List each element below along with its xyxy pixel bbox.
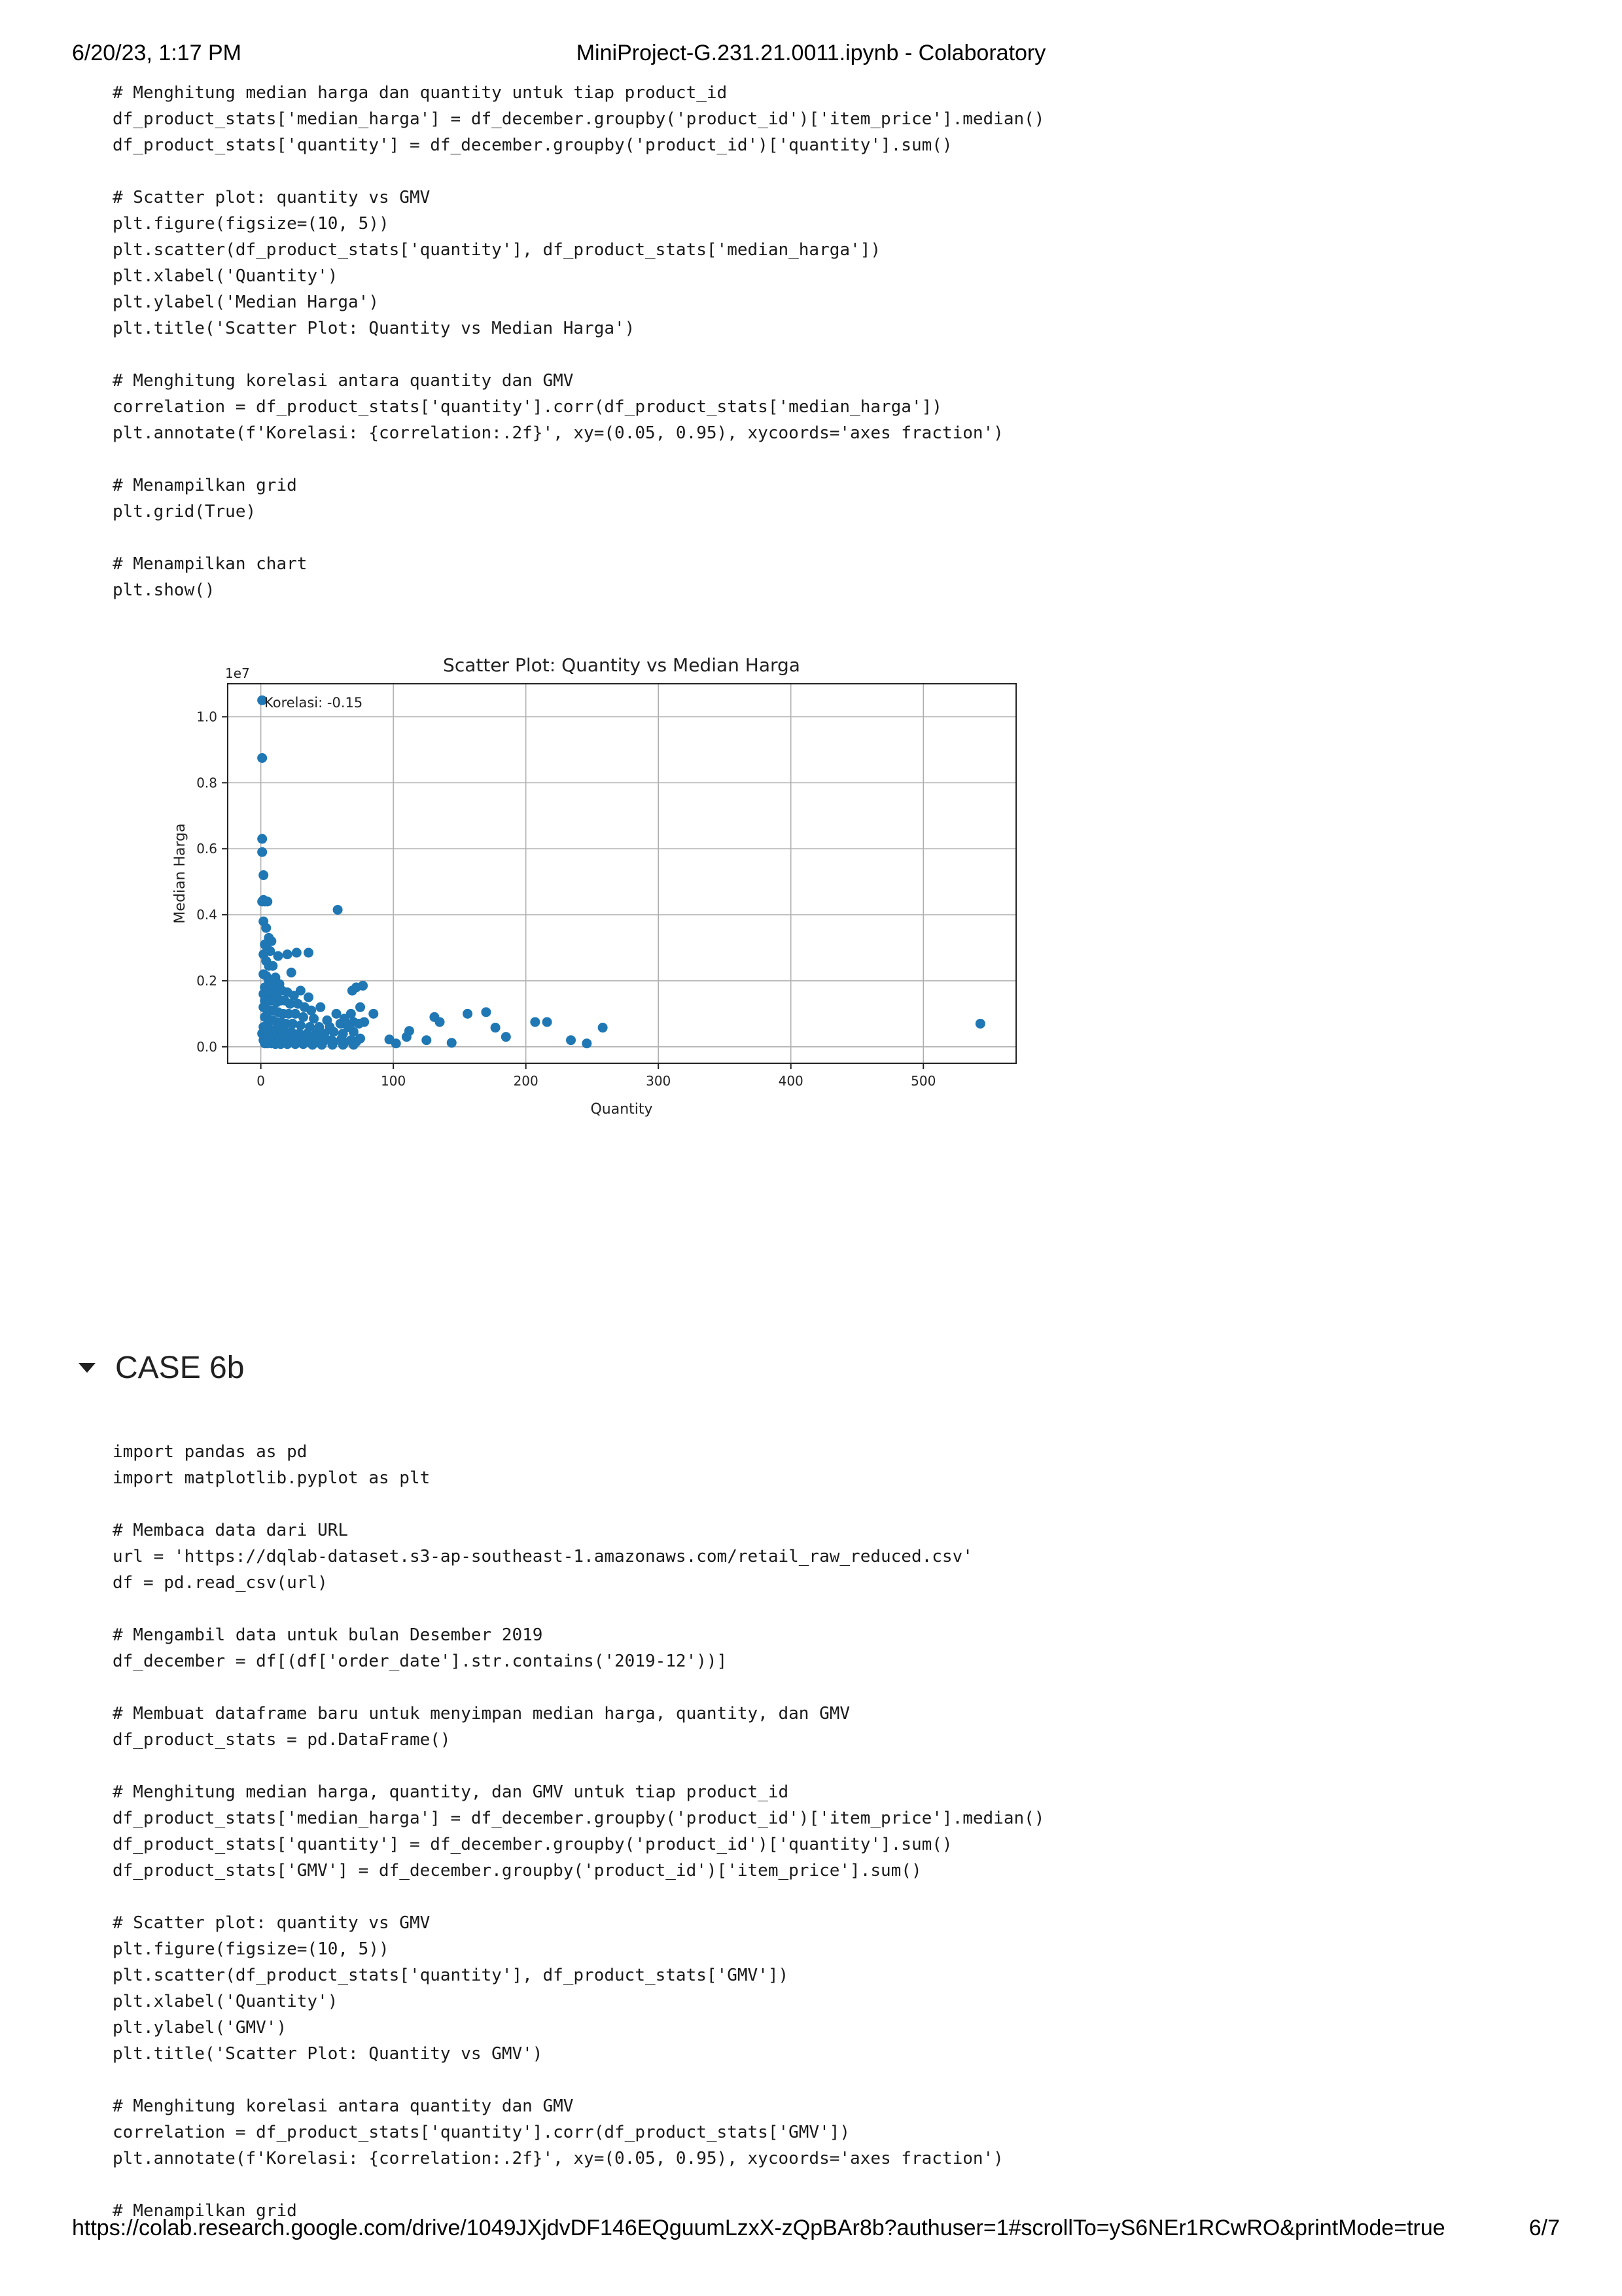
scatter-point: [332, 904, 343, 915]
scatter-point: [285, 998, 295, 1009]
y-offset-text: 1e7: [225, 665, 250, 681]
scatter-point: [298, 1012, 308, 1022]
scatter-point: [295, 985, 306, 996]
scatter-point: [446, 1038, 457, 1048]
grid-lines: [228, 684, 1016, 1063]
scatter-point: [287, 1018, 298, 1029]
scatter-point: [345, 1008, 356, 1019]
scatter-point: [481, 1007, 491, 1017]
scatter-point: [304, 992, 314, 1002]
scatter-point: [463, 1008, 473, 1019]
scatter-point: [331, 1008, 342, 1019]
y-tick-label: 0.8: [196, 775, 217, 790]
y-tick-label: 0.2: [196, 973, 217, 989]
scatter-point: [257, 847, 268, 857]
print-footer-url[interactable]: https://colab.research.google.com/drive/…: [72, 2216, 1445, 2240]
scatter-point: [308, 1040, 318, 1050]
scatter-point: [290, 1039, 300, 1050]
scatter-point: [421, 1035, 432, 1046]
y-tick-label: 0.0: [196, 1039, 217, 1055]
scatter-point: [434, 1017, 445, 1027]
scatter-point: [265, 946, 275, 957]
scatter-point: [282, 949, 292, 960]
scatter-point: [582, 1038, 592, 1049]
scatter-point: [566, 1035, 576, 1046]
scatter-point: [268, 961, 278, 971]
scatter-point: [338, 1040, 348, 1050]
scatter-point: [257, 834, 268, 844]
scatter-point: [304, 947, 314, 958]
y-tick-label: 0.4: [196, 907, 217, 923]
scatter-point: [317, 1040, 327, 1050]
scatter-point: [348, 1040, 359, 1050]
x-tick-label: 400: [779, 1073, 803, 1089]
scatter-point: [298, 1039, 308, 1050]
code-cell-1[interactable]: # Menghitung median harga dan quantity u…: [113, 83, 1045, 600]
code-cell-2[interactable]: import pandas as pd import matplotlib.py…: [113, 1442, 1045, 2221]
scatter-point: [291, 947, 302, 958]
x-axis-label: Quantity: [590, 1101, 652, 1118]
scatter-point: [597, 1023, 608, 1033]
section-title: CASE 6b: [115, 1350, 245, 1385]
scatter-point: [306, 1005, 317, 1016]
scatter-point: [261, 923, 272, 933]
scatter-point: [257, 752, 268, 763]
scatter-chart: 0 100 200 300 400 500 0.0 0.2 0.4 0.6 0.8 1.0 Scatt…: [172, 654, 1017, 1118]
print-footer-page: 6/7: [1528, 2216, 1560, 2240]
axes-frame: [227, 683, 1017, 1064]
y-axis-label: Median Harga: [172, 823, 188, 923]
scatter-point: [542, 1017, 552, 1027]
scatter-point: [328, 1027, 339, 1037]
scatter-point: [358, 980, 368, 991]
section-header-case-6b[interactable]: CASE 6b: [79, 1341, 244, 1394]
correlation-annotation: Korelasi: -0.15: [264, 695, 362, 711]
scatter-point: [391, 1038, 401, 1049]
scatter-point: [273, 951, 283, 961]
scatter-point: [353, 1018, 364, 1029]
scatter-point: [258, 870, 269, 881]
axis-ticks: 0 100 200 300 400 500 0.0 0.2 0.4 0.6 0.8 1.0: [196, 709, 936, 1089]
scatter-point: [335, 1018, 345, 1029]
scatter-point: [975, 1018, 985, 1029]
scatter-point: [501, 1032, 511, 1042]
scatter-point: [262, 896, 273, 907]
y-tick-label: 0.6: [196, 841, 217, 857]
scatter-point: [368, 1008, 379, 1019]
scatter-point: [404, 1026, 414, 1036]
scatter-point: [530, 1017, 540, 1027]
scatter-point: [315, 1002, 326, 1012]
x-tick-label: 300: [646, 1073, 671, 1089]
scatter-point: [286, 967, 296, 978]
x-tick-label: 200: [514, 1073, 538, 1089]
scatter-point: [327, 1040, 338, 1050]
y-tick-label: 1.0: [196, 709, 217, 724]
scatter-point: [282, 1039, 292, 1050]
scatter-point: [290, 1008, 300, 1019]
x-tick-label: 500: [911, 1073, 936, 1089]
caret-down-icon[interactable]: [79, 1362, 96, 1373]
print-header-datetime: 6/20/23, 1:17 PM: [72, 41, 241, 65]
print-header-title: MiniProject-G.231.21.0011.ipynb - Colabo…: [576, 41, 1046, 65]
scatter-point: [295, 1020, 306, 1031]
scatter-point: [309, 1014, 319, 1024]
x-tick-label: 0: [256, 1073, 265, 1089]
scatter-point: [355, 1002, 366, 1012]
data-points: [257, 695, 985, 1050]
scatter-point: [257, 695, 268, 705]
x-tick-label: 100: [381, 1073, 406, 1089]
scatter-point: [490, 1023, 501, 1033]
chart-title: Scatter Plot: Quantity vs Median Harga: [443, 654, 800, 676]
scatter-point: [348, 1027, 359, 1037]
